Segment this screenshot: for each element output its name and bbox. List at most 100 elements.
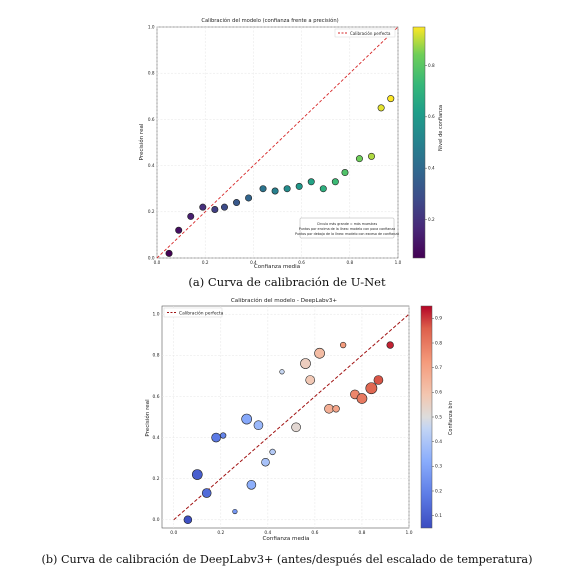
y-tick-label: 0.4 [153, 435, 160, 441]
data-point [305, 375, 316, 385]
data-point [291, 422, 301, 433]
data-point [261, 457, 270, 467]
x-tick-label: 0.0 [170, 530, 177, 536]
chart-a-colorbar: 0.2 0.4 0.6 0.8 Nivel de confianza [412, 26, 444, 259]
data-point [211, 205, 219, 213]
y-tick-label: 0.8 [153, 353, 160, 359]
chart-b-ylabel: Precisión real [144, 399, 151, 437]
data-point [253, 420, 264, 431]
colorbar-tick-label: 0.8 [435, 340, 442, 346]
chart-a-legend-label: Calibración perfecta [350, 31, 391, 36]
data-point [245, 194, 253, 202]
chart-a-annotation: Círculo más grande = más muestras Puntos… [295, 217, 399, 239]
data-point [175, 226, 183, 234]
data-point [183, 515, 193, 525]
chart-b-perfect-calibration-line [173, 313, 410, 521]
chart-a-xlabel: Confianza media [254, 264, 300, 270]
chart-b-legend-label: Calibración perfecta [179, 310, 224, 317]
data-point [387, 95, 395, 103]
data-point [339, 341, 347, 349]
data-point [367, 152, 375, 160]
x-tick-label: 0.4 [264, 530, 271, 536]
chart-b-xlabel: Confianza media [263, 536, 310, 542]
data-point [199, 203, 207, 211]
data-point [283, 185, 291, 193]
x-tick-label: 0.6 [311, 530, 318, 536]
chart-b-colorbar-gradient [420, 305, 433, 529]
caption-b: (b) Curva de calibración de DeepLabv3+ (… [42, 553, 533, 566]
x-tick-label: 0.6 [298, 260, 305, 265]
colorbar-tick-label: 0.2 [428, 217, 435, 222]
colorbar-tick-label: 0.7 [435, 365, 442, 371]
data-point [269, 448, 276, 456]
chart-a-annotation-line-3: Puntos por debajo de la línea: modelo co… [295, 232, 399, 236]
colorbar-tick-label: 0.5 [435, 414, 442, 420]
y-tick-label: 0.6 [153, 394, 160, 400]
colorbar-tick-label: 0.6 [428, 114, 435, 119]
data-point [241, 413, 253, 425]
x-tick-label: 0.2 [202, 260, 209, 265]
y-tick-label: 0.4 [148, 163, 155, 168]
chart-a-colorbar-gradient [412, 26, 426, 259]
chart-a-annotation-line-2: Puntos por encima de la línea: modelo co… [299, 227, 395, 231]
data-point [246, 480, 257, 490]
x-tick-label: 0.4 [250, 260, 257, 265]
data-point [314, 347, 325, 359]
y-tick-label: 0.0 [148, 255, 155, 260]
data-point [220, 432, 227, 439]
y-tick-label: 0.6 [148, 117, 155, 122]
chart-a-annotation-line-1: Círculo más grande = más muestras [317, 222, 378, 226]
chart-a-grid [156, 26, 399, 259]
data-point [331, 178, 339, 186]
data-point [165, 249, 173, 257]
colorbar-tick-label: 0.6 [435, 390, 442, 396]
chart-a-ylabel: Precisión real [138, 123, 145, 160]
y-tick-label: 0.2 [153, 476, 160, 482]
chart-b-ticks: 0.0 0.2 0.4 0.6 0.8 1.0 0.0 0.2 0.4 0.6 0.8 1.0 [153, 312, 413, 536]
chart-a-perfect-calibration-line [156, 26, 399, 259]
data-point [365, 382, 378, 395]
colorbar-tick-label: 0.1 [435, 513, 442, 519]
chart-b-plot-area [161, 305, 410, 529]
y-tick-label: 1.0 [148, 24, 155, 29]
data-point [307, 178, 315, 186]
colorbar-tick-label: 0.4 [435, 439, 442, 445]
chart-b-colorbar: 0.1 0.2 0.3 0.4 0.5 0.6 0.7 0.8 0.9 Confianza bi… [420, 305, 454, 529]
colorbar-tick-label: 0.2 [435, 488, 442, 494]
data-point [386, 341, 394, 349]
data-point [324, 403, 334, 414]
x-tick-label: 0.8 [358, 530, 365, 536]
colorbar-tick-label: 0.9 [435, 316, 442, 322]
data-point [295, 182, 303, 190]
chart-a: Calibración del modelo (confianza frente… [138, 17, 444, 270]
colorbar-tick-label: 0.3 [435, 464, 442, 470]
data-point [201, 488, 212, 498]
chart-b-points [183, 341, 394, 525]
chart-b-colorbar-label: Confianza bin [448, 401, 454, 435]
chart-a-title: Calibración del modelo (confianza frente… [201, 17, 338, 24]
data-point [220, 203, 228, 211]
data-point [232, 508, 238, 515]
x-tick-label: 0.8 [346, 260, 353, 265]
chart-a-ticks: 0.0 0.2 0.4 0.6 0.8 1.0 0.0 0.2 0.4 0.6 0.8 1.0 [148, 24, 402, 265]
chart-a-legend: Calibración perfecta [334, 28, 396, 38]
chart-a-colorbar-label: Nivel de confianza [438, 105, 444, 151]
data-point [211, 432, 221, 443]
chart-a-points [165, 95, 395, 257]
y-tick-label: 1.0 [153, 312, 160, 318]
data-point [233, 199, 241, 207]
data-point [319, 185, 327, 193]
colorbar-tick-label: 0.4 [428, 166, 435, 171]
data-point [332, 405, 340, 413]
chart-b: Calibración del modelo - DeepLabv3+ 0.0 0… [144, 297, 454, 542]
data-point [300, 358, 311, 369]
chart-b-title: Calibración del modelo - DeepLabv3+ [231, 297, 338, 304]
chart-b-grid [162, 306, 410, 528]
y-tick-label: 0.0 [153, 517, 160, 523]
x-tick-label: 1.0 [395, 260, 402, 265]
data-point [356, 393, 368, 404]
data-point [259, 185, 267, 193]
data-point [373, 375, 384, 385]
chart-b-legend: Calibración perfecta [163, 307, 224, 318]
